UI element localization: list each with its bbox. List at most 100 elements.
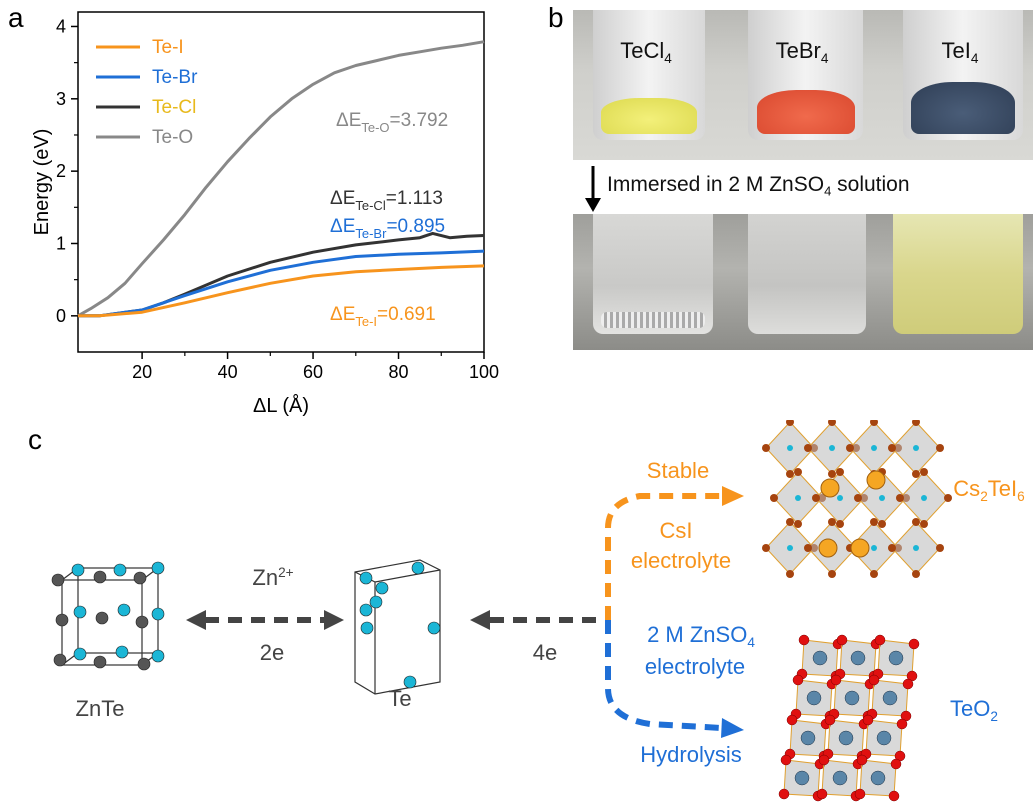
iodine-atom bbox=[786, 518, 794, 526]
iodine-atom bbox=[836, 520, 844, 528]
oxygen-atom bbox=[862, 714, 874, 726]
x-axis-label: ΔL (Å) bbox=[253, 394, 309, 417]
y-tick-label: 3 bbox=[56, 89, 66, 109]
label-znso4-electrolyte: 2 M ZnSO4 bbox=[647, 622, 755, 650]
label-electrolyte-top: electrolyte bbox=[630, 548, 732, 573]
te-atom bbox=[427, 621, 441, 635]
oxygen-atom bbox=[890, 758, 902, 770]
oxygen-atom bbox=[854, 788, 866, 800]
arrowhead-right-1 bbox=[324, 610, 344, 630]
iodine-atom bbox=[828, 570, 836, 578]
powder-yellow bbox=[601, 98, 697, 134]
iodine-atom bbox=[762, 444, 770, 452]
te-center-atom bbox=[837, 495, 843, 501]
te-center-atom bbox=[871, 445, 877, 451]
photo-before bbox=[573, 10, 1033, 160]
oxygen-atom bbox=[868, 674, 880, 686]
zn-atom bbox=[95, 611, 109, 625]
y-tick-label: 1 bbox=[56, 233, 66, 253]
iodine-atom bbox=[804, 544, 812, 552]
oxygen-atom bbox=[856, 754, 868, 766]
zn-atom bbox=[53, 653, 67, 667]
legend-label-te-o: Te-O bbox=[152, 127, 193, 148]
arrow-stable-branch bbox=[605, 493, 722, 620]
te-atom bbox=[800, 730, 816, 746]
label-4e: 4e bbox=[532, 640, 558, 665]
te-atom bbox=[870, 770, 886, 786]
te-center-atom bbox=[871, 545, 877, 551]
y-tick-label: 2 bbox=[56, 161, 66, 181]
te-crystal bbox=[354, 559, 441, 695]
sediment bbox=[601, 312, 705, 328]
iodine-atom bbox=[828, 420, 836, 426]
te-atom bbox=[844, 690, 860, 706]
iodine-atom bbox=[920, 520, 928, 528]
iodine-atom bbox=[786, 470, 794, 478]
immersion-note: Immersed in 2 M ZnSO4 solution bbox=[607, 173, 910, 199]
iodine-atom bbox=[804, 444, 812, 452]
iodine-atom bbox=[912, 570, 920, 578]
legend-label-te-br: Te-Br bbox=[152, 67, 198, 88]
zn-atom bbox=[93, 655, 107, 669]
iodine-atom bbox=[936, 444, 944, 452]
iodine-atom bbox=[870, 570, 878, 578]
cs-atom bbox=[866, 470, 886, 490]
iodine-atom bbox=[912, 470, 920, 478]
te-center-atom bbox=[921, 495, 927, 501]
te-atom bbox=[113, 563, 127, 577]
te-atom bbox=[73, 647, 87, 661]
te-center-atom bbox=[787, 545, 793, 551]
oxygen-atom bbox=[778, 788, 790, 800]
iodine-atom bbox=[888, 444, 896, 452]
iodine-atom bbox=[846, 444, 854, 452]
iodine-atom bbox=[888, 544, 896, 552]
iodine-atom bbox=[920, 468, 928, 476]
te-atom bbox=[369, 595, 383, 609]
iodine-atom bbox=[870, 420, 878, 426]
oxygen-atom bbox=[888, 790, 900, 802]
te-atom bbox=[812, 650, 828, 666]
te-center-atom bbox=[787, 445, 793, 451]
oxygen-atom bbox=[908, 638, 920, 650]
iodine-atom bbox=[912, 518, 920, 526]
label-tecl4: TeCl4 bbox=[620, 38, 672, 66]
iodine-atom bbox=[912, 420, 920, 426]
te-atom bbox=[403, 675, 417, 689]
te-center-atom bbox=[913, 545, 919, 551]
te-atom bbox=[117, 603, 131, 617]
iodine-atom bbox=[936, 544, 944, 552]
x-tick-label: 20 bbox=[132, 362, 152, 382]
iodine-atom bbox=[870, 518, 878, 526]
te-atom bbox=[876, 730, 892, 746]
iodine-atom bbox=[896, 494, 904, 502]
label-electrolyte-bottom: electrolyte bbox=[644, 654, 746, 679]
panel-label-b: b bbox=[548, 2, 564, 33]
oxygen-atom bbox=[798, 634, 810, 646]
te-atom bbox=[151, 561, 165, 575]
iodine-atom bbox=[786, 570, 794, 578]
label-te: Te bbox=[388, 686, 412, 711]
teo2-structure bbox=[778, 634, 920, 802]
te-atom bbox=[115, 645, 129, 659]
label-tei4: TeI4 bbox=[941, 38, 979, 66]
te-atom bbox=[806, 690, 822, 706]
arrowhead-left-2 bbox=[470, 610, 490, 630]
te-atom bbox=[359, 571, 373, 585]
znte-crystal bbox=[51, 561, 165, 671]
iodine-atom bbox=[794, 468, 802, 476]
annotation-de-te-br: ΔETe-Br=0.895 bbox=[330, 216, 445, 241]
arrowhead-left-1 bbox=[186, 610, 206, 630]
zn-atom bbox=[55, 613, 69, 627]
legend-label-te-cl: Te-Cl bbox=[152, 97, 196, 118]
label-cs2tei6: Cs2TeI6 bbox=[953, 476, 1025, 504]
te-atom bbox=[151, 649, 165, 663]
iodine-atom bbox=[854, 494, 862, 502]
energy-chart: 20 40 60 80 100 0 1 2 3 4 ΔL (Å) Energy (eV) Te-I Te-… bbox=[31, 11, 499, 417]
iodine-atom bbox=[786, 420, 794, 426]
arrowhead-stable bbox=[722, 486, 744, 506]
annotation-de-te-i: ΔETe-I=0.691 bbox=[330, 304, 436, 329]
te-atom bbox=[850, 650, 866, 666]
iodine-atom bbox=[794, 520, 802, 528]
x-tick-label: 100 bbox=[469, 362, 499, 382]
label-2e: 2e bbox=[259, 640, 285, 665]
